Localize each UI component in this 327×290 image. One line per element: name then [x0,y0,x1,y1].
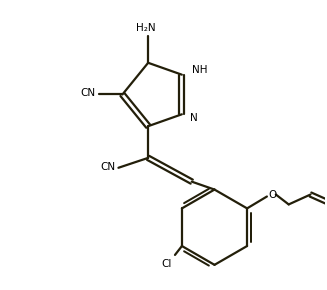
Text: H₂N: H₂N [136,23,156,33]
Text: CN: CN [100,162,115,172]
Text: CN: CN [80,88,95,99]
Text: Cl: Cl [162,259,172,269]
Text: NH: NH [192,65,207,75]
Text: N: N [190,113,198,123]
Text: O: O [269,190,277,200]
